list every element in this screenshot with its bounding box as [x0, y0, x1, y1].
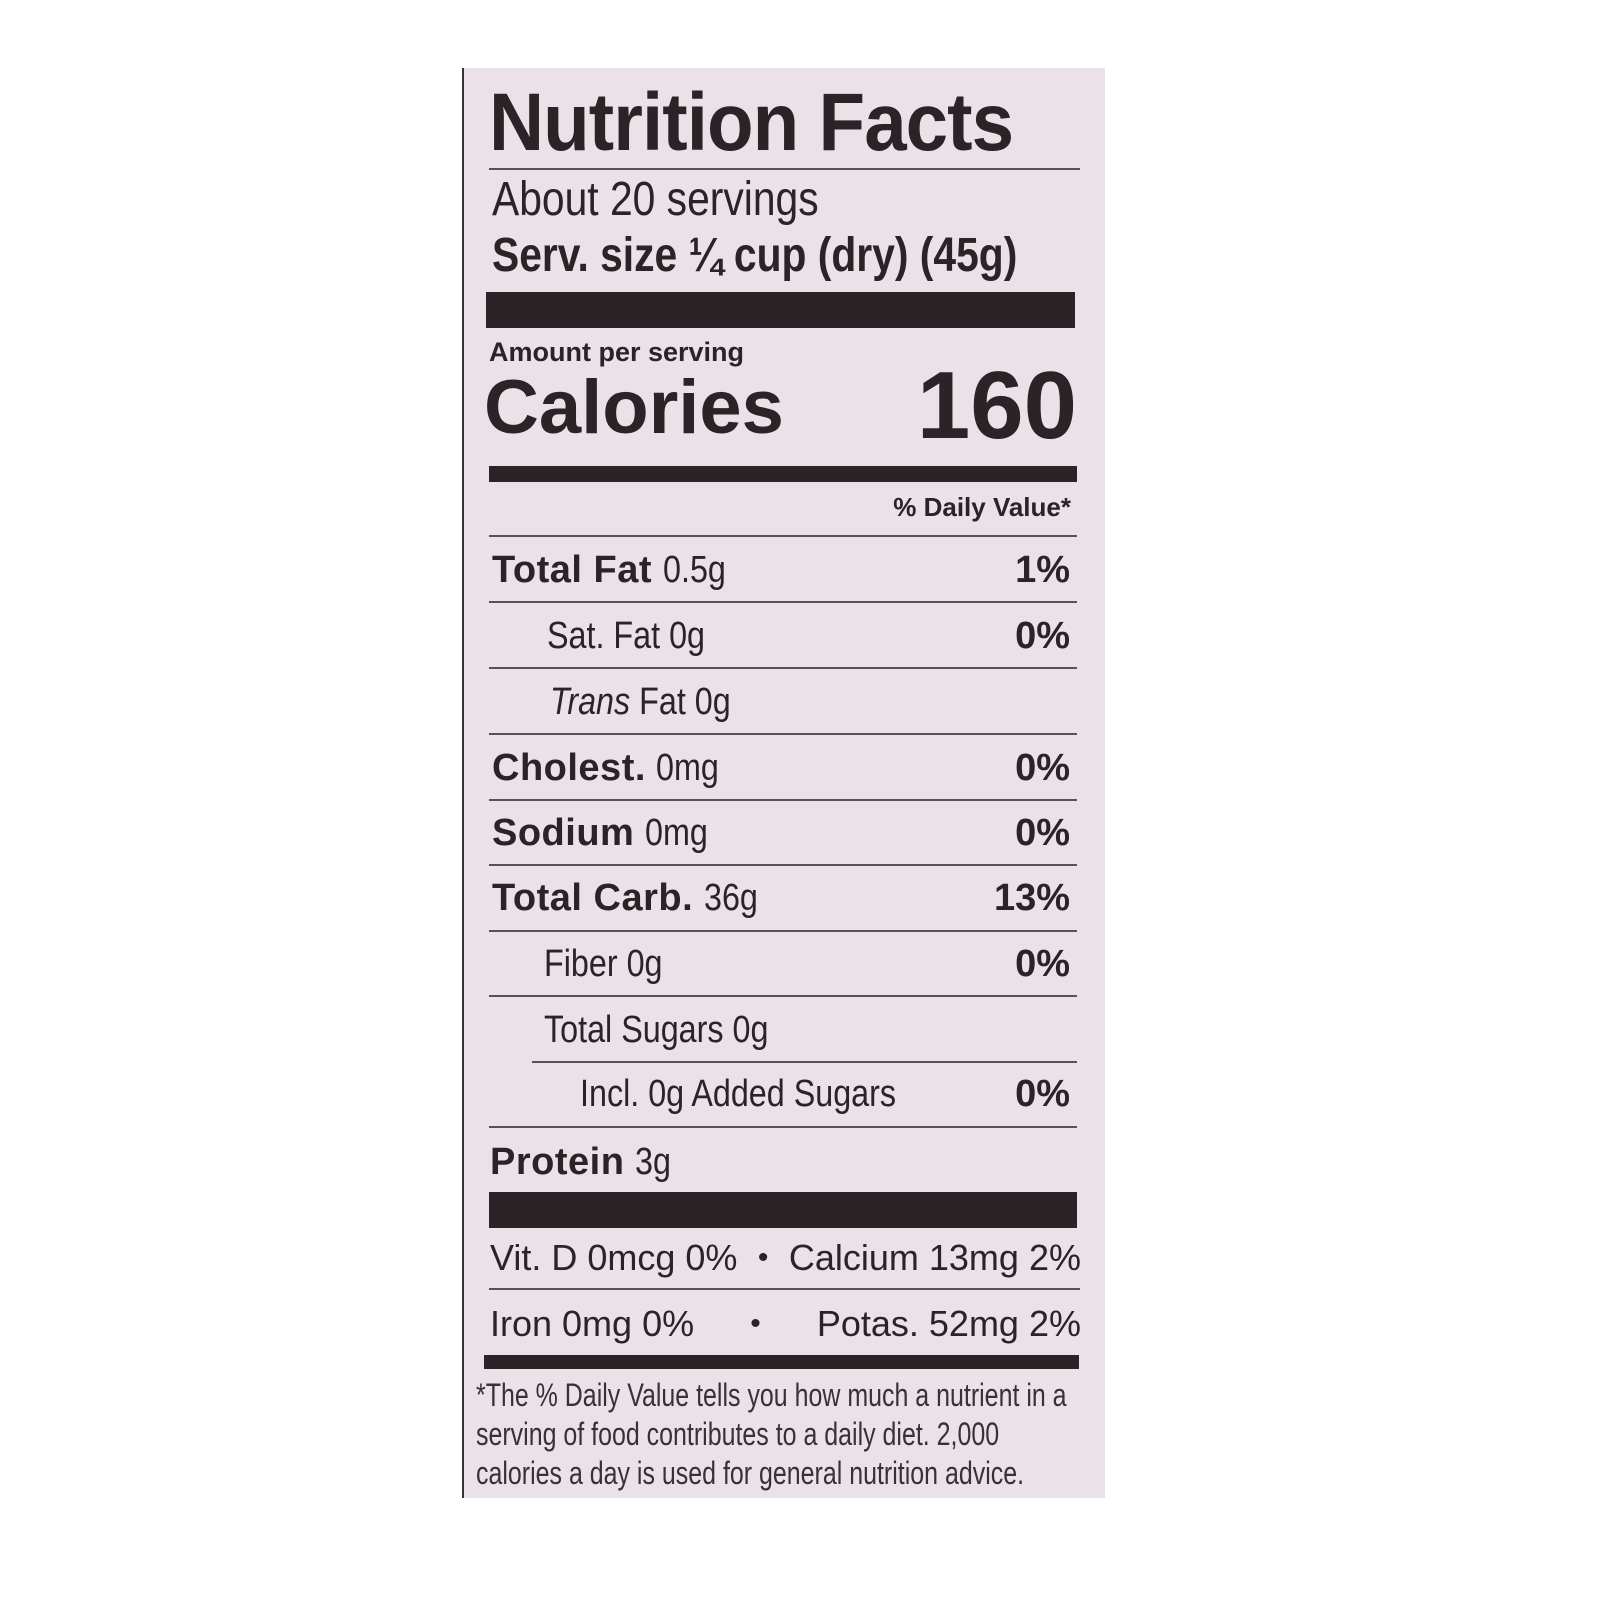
footnote-line-2: serving of food contributes to a daily d… [476, 1416, 1000, 1452]
nutrient-amount: 36g [703, 877, 758, 919]
nutrient-row-fiber: Fiber 0g 0% [492, 944, 1080, 984]
label-title: Nutrition Facts [489, 77, 1014, 168]
micro-row: Vit. D 0mcg 0% • Calcium 13mg 2% [490, 1236, 1081, 1280]
nutrient-name: Total Fat [492, 549, 653, 591]
nutrient-name: Fiber 0g [544, 943, 663, 985]
divider [489, 1288, 1080, 1290]
nutrient-dv: 0% [1015, 812, 1070, 854]
nutrient-dv: 0% [1015, 943, 1070, 985]
micro-vitamin-d: Vit. D 0mcg 0% [490, 1237, 738, 1278]
divider [489, 667, 1077, 669]
micro-iron: Iron 0mg 0% [490, 1303, 695, 1344]
nutrient-row-total-sugars: Total Sugars 0g [492, 1010, 1080, 1050]
nutrient-dv: 0% [1015, 615, 1070, 657]
medium-divider [489, 466, 1077, 482]
nutrient-name: Total Carb. [492, 877, 694, 919]
nutrient-name: Sodium [492, 812, 635, 854]
nutrient-name-italic: Trans [550, 681, 631, 723]
nutrient-dv: 1% [1015, 549, 1070, 591]
nutrient-amount: 0mg [644, 812, 708, 854]
nutrient-amount: 3g [634, 1141, 671, 1183]
nutrient-name: Sat. Fat 0g [547, 615, 706, 657]
divider [489, 168, 1080, 170]
nutrient-name: Incl. 0g Added Sugars [580, 1073, 897, 1115]
bullet-separator: • [750, 1307, 761, 1340]
calories-value: 160 [916, 352, 1077, 459]
nutrient-name: Cholest. [492, 747, 646, 789]
divider [489, 995, 1077, 997]
nutrient-row-sat-fat: Sat. Fat 0g 0% [492, 616, 1080, 656]
thick-divider [489, 1192, 1077, 1228]
nutrient-row-cholesterol: Cholest. 0mg 0% [492, 748, 1080, 788]
divider [489, 733, 1077, 735]
nutrient-row-total-fat: Total Fat 0.5g 1% [492, 550, 1080, 590]
servings-per-container: About 20 servings [492, 173, 819, 226]
amount-per-serving: Amount per serving [489, 337, 745, 367]
nutrient-row-total-carb: Total Carb. 36g 13% [492, 878, 1080, 918]
nutrient-row-trans-fat: Trans Fat 0g [492, 682, 1080, 722]
bullet-separator: • [757, 1241, 769, 1274]
divider [489, 864, 1077, 866]
calories-label: Calories [484, 365, 784, 450]
nutrient-dv: 0% [1015, 747, 1070, 789]
nutrition-facts-panel: Nutrition Facts About 20 servings Serv. … [462, 68, 1105, 1498]
nutrient-row-added-sugars: Incl. 0g Added Sugars 0% [492, 1074, 1080, 1114]
divider [489, 799, 1077, 801]
micro-row: Iron 0mg 0% • Potas. 52mg 2% [490, 1302, 1081, 1346]
daily-value-header: % Daily Value* [893, 492, 1071, 522]
serving-size: Serv. size ¼ cup (dry) (45g) [492, 229, 1018, 282]
nutrient-row-protein: Protein 3g [490, 1141, 1080, 1183]
divider [489, 930, 1077, 932]
divider [489, 1126, 1077, 1128]
footnote-line-3: calories a day is used for general nutri… [476, 1455, 1025, 1491]
footnote-line-1: *The % Daily Value tells you how much a … [476, 1377, 1067, 1413]
nutrient-row-sodium: Sodium 0mg 0% [492, 813, 1080, 853]
nutrient-dv: 13% [993, 877, 1070, 919]
divider [489, 535, 1077, 537]
micro-calcium: Calcium 13mg 2% [788, 1237, 1081, 1278]
divider [489, 601, 1077, 603]
medium-divider [484, 1355, 1079, 1369]
nutrient-name: Protein [490, 1141, 625, 1183]
nutrient-dv: 0% [1015, 1073, 1070, 1115]
nutrient-amount: 0mg [656, 747, 720, 789]
nutrient-name: Total Sugars 0g [544, 1009, 769, 1051]
divider [532, 1061, 1077, 1063]
thick-divider [486, 292, 1075, 328]
nutrient-amount: 0.5g [662, 549, 726, 591]
nutrient-name: Fat 0g [630, 681, 731, 723]
micro-potassium: Potas. 52mg 2% [816, 1303, 1081, 1344]
